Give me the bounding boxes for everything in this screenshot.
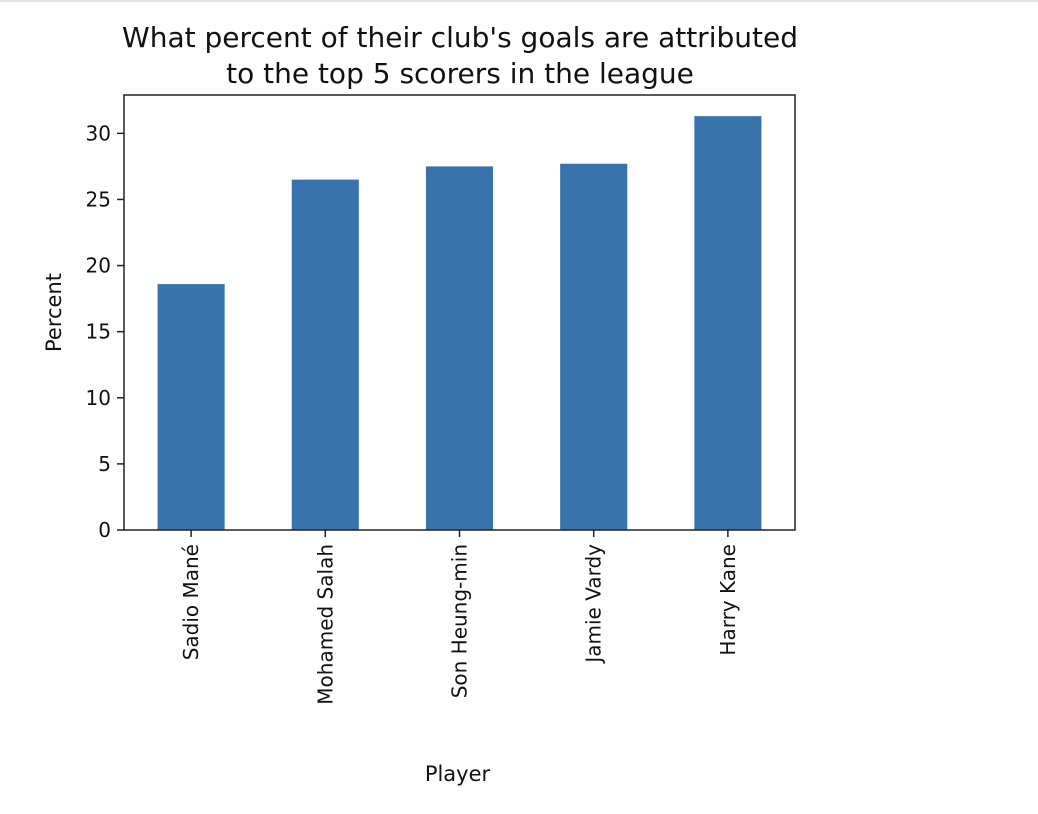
y-tick-label: 0 bbox=[98, 518, 111, 542]
y-tick-label: 30 bbox=[86, 121, 111, 145]
x-tick-label: Harry Kane bbox=[716, 544, 740, 656]
y-tick-label: 10 bbox=[86, 386, 111, 410]
y-tick-label: 25 bbox=[86, 187, 111, 211]
chart-title: What percent of their club's goals are a… bbox=[122, 21, 798, 90]
x-tick-label: Jamie Vardy bbox=[582, 544, 606, 665]
x-tick-label: Sadio Mané bbox=[179, 544, 203, 660]
y-tick-label: 20 bbox=[86, 254, 111, 278]
y-tick-label: 15 bbox=[86, 320, 111, 344]
bars-group bbox=[157, 116, 762, 531]
bar-4 bbox=[694, 116, 762, 530]
x-axis-label: Player bbox=[425, 762, 491, 786]
y-axis: 0 5 10 15 20 25 30 bbox=[86, 121, 124, 542]
top-divider bbox=[0, 0, 1038, 2]
x-axis: Sadio Mané Mohamed Salah Son Heung-min Jami… bbox=[179, 530, 740, 705]
x-tick-label: Mohamed Salah bbox=[313, 544, 337, 705]
y-tick-label: 5 bbox=[98, 452, 111, 476]
bar-1 bbox=[291, 179, 359, 530]
bar-3 bbox=[560, 163, 628, 531]
x-tick-label: Son Heung-min bbox=[448, 544, 472, 698]
bar-0 bbox=[157, 284, 225, 530]
bar-2 bbox=[425, 166, 494, 530]
y-axis-label: Percent bbox=[42, 273, 66, 352]
